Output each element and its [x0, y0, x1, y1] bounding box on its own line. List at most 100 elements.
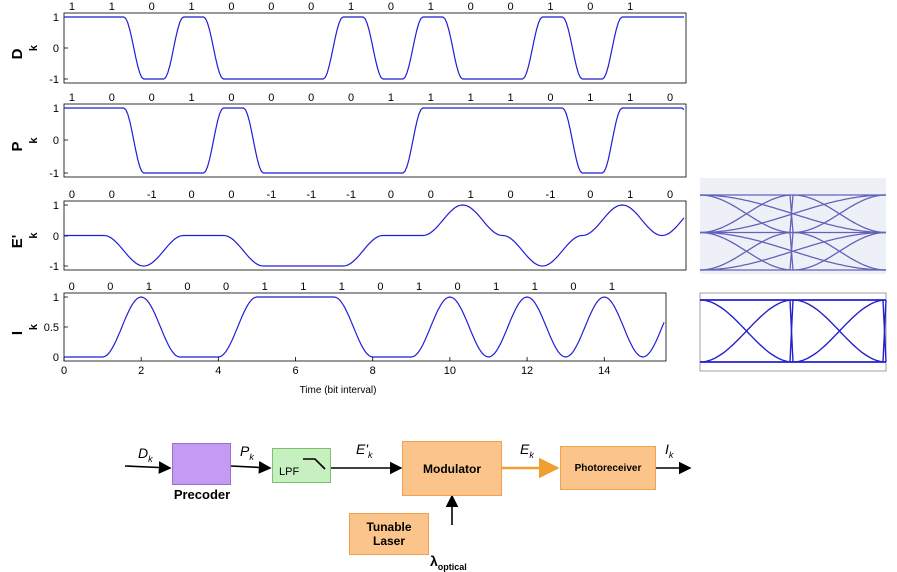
- y-axis-sub-D: k: [28, 44, 40, 51]
- bit-label-D: 1: [189, 1, 195, 13]
- axes-frame-E: [63, 200, 687, 271]
- signal-label-d: Dk: [138, 445, 153, 464]
- arrow-d-in: [124, 461, 172, 474]
- y-tick-label-I: 0: [53, 352, 59, 364]
- bit-label-E: -1: [546, 189, 556, 201]
- eye-diagram-intensity: [699, 292, 887, 372]
- x-tick-label: 12: [521, 365, 533, 377]
- bit-label-E: -1: [147, 189, 157, 201]
- bit-label-E: 0: [667, 189, 673, 201]
- tunable-laser-block: Tunable Laser: [349, 513, 429, 555]
- y-axis-label-D: D: [9, 48, 26, 59]
- y-tick-label-I: 1: [53, 292, 59, 304]
- bit-label-I: 0: [570, 281, 576, 293]
- y-axis-sub-E: k: [28, 232, 40, 239]
- y-axis-label-E: E': [9, 235, 26, 249]
- y-tick-label-E: 1: [53, 200, 59, 212]
- bit-label-I: 0: [377, 281, 383, 293]
- laser-label-line1: Tunable: [366, 520, 412, 534]
- bit-label-E: 0: [69, 189, 75, 201]
- bit-label-D: 0: [228, 1, 234, 13]
- axes-frame-D: [63, 12, 687, 84]
- bit-label-P: 1: [587, 92, 593, 104]
- bit-label-D: 1: [627, 1, 633, 13]
- bit-label-P: 1: [468, 92, 474, 104]
- bit-label-D: 1: [428, 1, 434, 13]
- x-tick-label: 14: [598, 365, 610, 377]
- bit-label-D: 0: [587, 1, 593, 13]
- block-diagram-arrows: [124, 457, 692, 525]
- axes-frame-P: [63, 103, 687, 178]
- bit-label-E: 0: [109, 189, 115, 201]
- signal-label-e: Ek: [520, 441, 534, 460]
- bit-label-P: 0: [547, 92, 553, 104]
- bit-label-E: -1: [266, 189, 276, 201]
- y-tick-label-P: -1: [49, 168, 59, 180]
- bit-label-P: 0: [308, 92, 314, 104]
- bit-label-E: 0: [508, 189, 514, 201]
- bit-label-P: 1: [508, 92, 514, 104]
- bit-label-I: 0: [223, 281, 229, 293]
- bit-label-D: 0: [468, 1, 474, 13]
- bit-label-E: 1: [468, 189, 474, 201]
- bit-label-P: 0: [667, 92, 673, 104]
- y-tick-label-D: 0: [53, 43, 59, 55]
- bit-label-D: 0: [508, 1, 514, 13]
- bit-label-P: 1: [189, 92, 195, 104]
- bit-label-P: 1: [627, 92, 633, 104]
- eye-diagram-duobinary: [699, 178, 887, 274]
- y-tick-label-D: -1: [49, 74, 59, 86]
- bit-label-E: -1: [346, 189, 356, 201]
- precoder-label: Precoder: [173, 486, 231, 502]
- precoder-block: [172, 443, 231, 485]
- bit-label-E: 0: [428, 189, 434, 201]
- bit-label-P: 1: [69, 92, 75, 104]
- y-tick-label-E: -1: [49, 261, 59, 273]
- x-tick-label: 10: [444, 365, 456, 377]
- x-tick-label: 6: [292, 365, 298, 377]
- x-tick-label: 0: [61, 365, 67, 377]
- bit-label-D: 1: [109, 1, 115, 13]
- bit-label-E: 0: [388, 189, 394, 201]
- y-tick-label-E: 0: [53, 231, 59, 243]
- y-axis-label-I: I: [9, 331, 26, 335]
- y-tick-label-P: 1: [53, 103, 59, 115]
- bit-label-P: 0: [109, 92, 115, 104]
- y-tick-label-D: 1: [53, 12, 59, 24]
- bit-label-D: 1: [69, 1, 75, 13]
- bit-label-E: 1: [627, 189, 633, 201]
- bit-label-P: 1: [428, 92, 434, 104]
- x-tick-label: 2: [138, 365, 144, 377]
- laser-label-line2: Laser: [372, 534, 406, 548]
- trace-E: [64, 204, 685, 267]
- bit-label-I: 0: [69, 281, 75, 293]
- trace-P: [64, 107, 685, 174]
- bit-label-I: 1: [609, 281, 615, 293]
- bit-label-I: 1: [262, 281, 268, 293]
- arrow-p: [230, 461, 272, 474]
- trace-D: [64, 16, 684, 80]
- bit-label-I: 1: [339, 281, 345, 293]
- bit-label-D: 1: [547, 1, 553, 13]
- bit-label-P: 0: [348, 92, 354, 104]
- y-axis-sub-I: k: [28, 323, 40, 330]
- bit-label-D: 1: [348, 1, 354, 13]
- bit-label-D: 0: [268, 1, 274, 13]
- bit-label-P: 0: [228, 92, 234, 104]
- signal-label-e-prime: E'k: [356, 441, 373, 460]
- bit-label-I: 1: [146, 281, 152, 293]
- bit-label-I: 1: [493, 281, 499, 293]
- bit-label-E: 0: [189, 189, 195, 201]
- bit-label-P: 1: [388, 92, 394, 104]
- signal-label-p: Pk: [240, 443, 254, 462]
- bit-label-I: 0: [107, 281, 113, 293]
- trace-I: [64, 296, 665, 358]
- photoreceiver-block: Photoreceiver: [560, 446, 656, 490]
- bit-label-D: 0: [308, 1, 314, 13]
- y-axis-sub-P: k: [28, 137, 40, 144]
- bit-label-I: 0: [455, 281, 461, 293]
